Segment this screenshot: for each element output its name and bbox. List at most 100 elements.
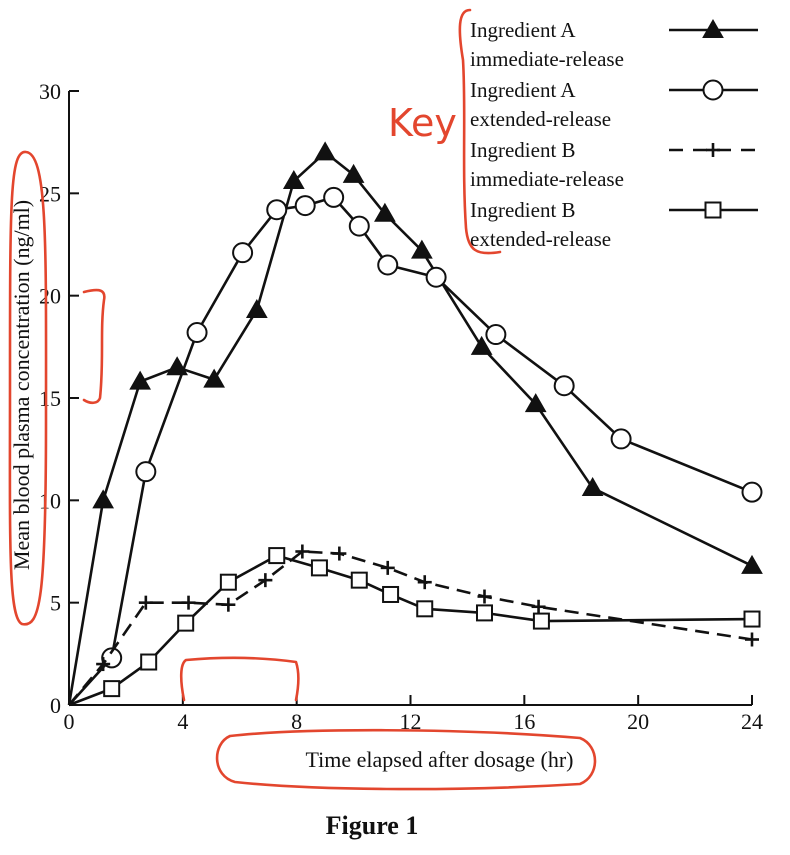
legend-entry-1: Ingredient A extended-release bbox=[470, 78, 758, 131]
axes: 0 4 8 12 16 20 24 0 5 10 15 20 25 30 Time elapsed afte… bbox=[9, 79, 763, 772]
circle-marker bbox=[702, 79, 724, 101]
square-marker bbox=[743, 610, 761, 628]
square-marker bbox=[382, 585, 400, 603]
y-tick-label: 25 bbox=[39, 181, 61, 206]
triangle-marker bbox=[470, 335, 493, 355]
series-2 bbox=[68, 544, 759, 706]
plus-marker bbox=[295, 544, 310, 559]
square-marker bbox=[704, 201, 722, 219]
ylabel-circle-annotation bbox=[8, 150, 48, 626]
plus-marker bbox=[531, 599, 546, 614]
square-marker bbox=[310, 559, 328, 577]
y-tick-label: 30 bbox=[39, 79, 61, 104]
triangle-marker bbox=[282, 170, 305, 190]
circle-marker bbox=[323, 186, 345, 208]
y-axis-title: Mean blood plasma concentration (ng/ml) bbox=[9, 200, 34, 570]
circle-marker bbox=[186, 322, 208, 344]
y-tick-label: 5 bbox=[50, 591, 61, 616]
circle-marker bbox=[294, 195, 316, 217]
series-line bbox=[67, 151, 753, 706]
plus-marker bbox=[380, 560, 395, 575]
square-marker bbox=[350, 571, 368, 589]
triangle-marker bbox=[581, 477, 604, 497]
triangle-marker bbox=[741, 554, 763, 574]
circle-marker bbox=[232, 242, 254, 264]
series-layer bbox=[67, 141, 763, 707]
triangle-marker bbox=[314, 141, 336, 161]
triangle-marker bbox=[92, 489, 115, 509]
triangle-marker bbox=[411, 239, 433, 259]
x-tick-label: 4 bbox=[177, 709, 188, 734]
circle-marker bbox=[553, 375, 575, 397]
square-marker bbox=[103, 680, 121, 698]
plus-marker bbox=[221, 597, 236, 612]
square-marker bbox=[532, 612, 550, 630]
circle-marker bbox=[377, 254, 399, 276]
legend-label: immediate-release bbox=[470, 167, 624, 191]
series-0 bbox=[67, 141, 763, 706]
xlabel-circle-annotation bbox=[215, 728, 597, 791]
x-tick-label: 16 bbox=[513, 709, 535, 734]
legend-entry-2: Ingredient B immediate-release bbox=[470, 138, 758, 191]
triangle-marker bbox=[702, 18, 724, 38]
figure-caption: Figure 1 bbox=[326, 811, 419, 840]
legend-label: extended-release bbox=[470, 107, 611, 131]
circle-marker bbox=[741, 481, 763, 503]
y-tick-label: 15 bbox=[39, 386, 61, 411]
x-tick-label: 8 bbox=[291, 709, 302, 734]
legend-label: Ingredient A bbox=[470, 78, 576, 102]
plus-marker bbox=[96, 657, 111, 672]
legend-label: extended-release bbox=[470, 227, 611, 251]
x-tick-label: 20 bbox=[627, 709, 649, 734]
legend: Ingredient Aimmediate-releaseIngredient … bbox=[470, 18, 758, 251]
circle-marker bbox=[425, 266, 447, 288]
circle-marker bbox=[266, 199, 288, 221]
y-range-bracket-annotation bbox=[82, 288, 106, 405]
series-1 bbox=[68, 186, 763, 706]
legend-entry-3: Ingredient B extended-release bbox=[470, 198, 758, 251]
x-tick-label: 12 bbox=[400, 709, 422, 734]
triangle-marker bbox=[342, 163, 365, 183]
series-3 bbox=[68, 547, 761, 707]
plus-marker bbox=[332, 546, 347, 561]
circle-marker bbox=[135, 461, 157, 483]
legend-entry-0: Ingredient A immediate-release bbox=[470, 18, 758, 71]
plus-marker bbox=[745, 632, 759, 647]
plus-marker bbox=[258, 573, 273, 588]
plus-marker bbox=[706, 143, 720, 157]
legend-label: immediate-release bbox=[470, 47, 624, 71]
x-range-bracket-annotation bbox=[179, 656, 300, 702]
square-marker bbox=[177, 614, 195, 632]
triangle-marker bbox=[245, 298, 268, 318]
y-tick-label: 10 bbox=[39, 488, 61, 513]
legend-label: Ingredient B bbox=[470, 198, 576, 222]
y-tick-label: 0 bbox=[50, 693, 61, 718]
key-annotation-label: Key bbox=[388, 101, 457, 145]
series-line bbox=[68, 554, 753, 707]
plus-marker bbox=[417, 575, 432, 590]
plus-marker bbox=[477, 589, 492, 604]
x-tick-label: 24 bbox=[741, 709, 763, 734]
square-marker bbox=[268, 547, 286, 565]
square-marker bbox=[219, 573, 237, 591]
x-tick-label: 0 bbox=[64, 709, 75, 734]
square-marker bbox=[140, 653, 158, 671]
plus-marker bbox=[138, 595, 153, 610]
plus-marker bbox=[181, 595, 196, 610]
x-axis-title: Time elapsed after dosage (hr) bbox=[306, 747, 574, 772]
circle-marker bbox=[348, 215, 370, 237]
legend-label: Ingredient A bbox=[470, 18, 576, 42]
series-line bbox=[68, 550, 753, 706]
key-bracket-annotation bbox=[458, 8, 502, 255]
triangle-marker bbox=[203, 368, 225, 388]
square-marker bbox=[416, 600, 434, 618]
legend-label: Ingredient B bbox=[470, 138, 576, 162]
circle-marker bbox=[485, 324, 507, 346]
handwritten-annotations bbox=[8, 8, 597, 791]
series-line bbox=[68, 196, 753, 706]
square-marker bbox=[475, 604, 493, 622]
triangle-marker bbox=[524, 393, 547, 413]
triangle-marker bbox=[374, 202, 396, 222]
